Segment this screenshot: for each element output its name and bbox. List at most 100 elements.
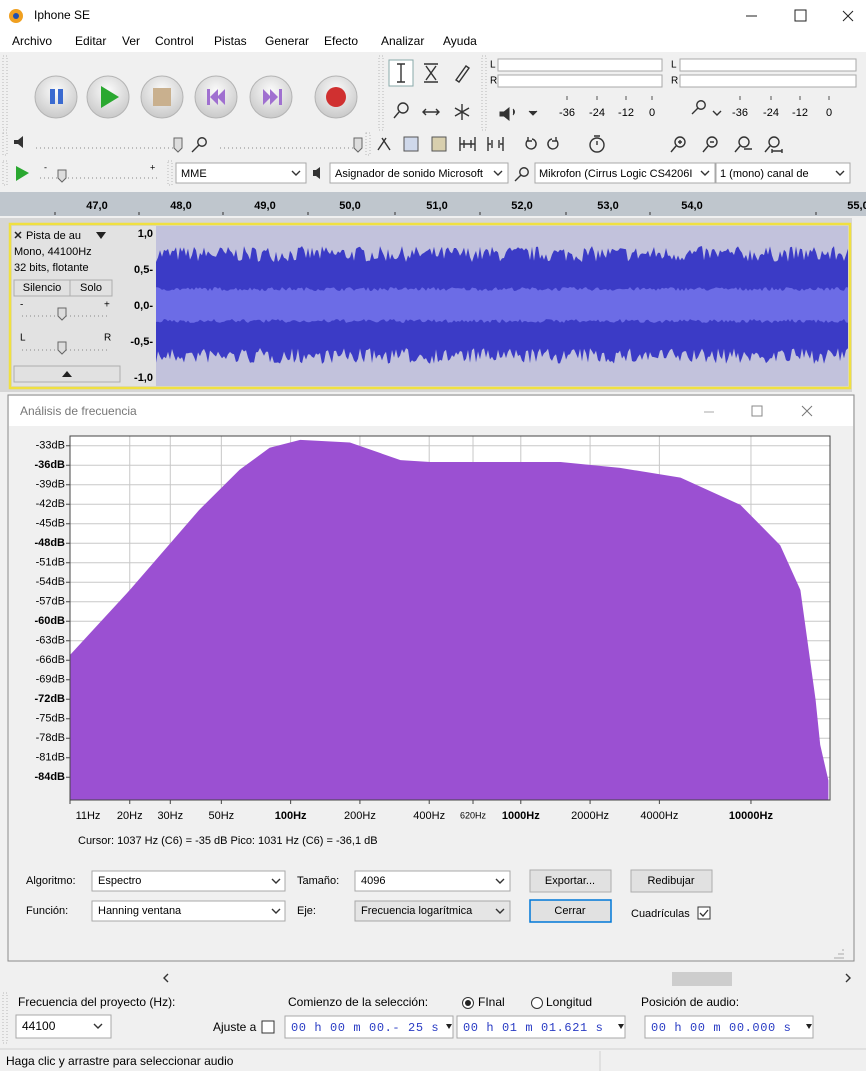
menu-item[interactable]: Ver	[122, 34, 140, 48]
sync-lock-button[interactable]	[589, 137, 605, 153]
record-meter-right[interactable]	[679, 74, 857, 88]
redo-button[interactable]	[547, 137, 559, 150]
end-option[interactable]: FInal	[478, 995, 505, 1009]
fit-project-button[interactable]	[768, 136, 780, 148]
collapse-arrow	[62, 371, 72, 377]
tools-toolbar	[388, 59, 470, 120]
replot-label[interactable]: Redibujar	[647, 875, 694, 887]
slider-thumb[interactable]	[57, 307, 67, 321]
track-control-panel	[12, 226, 122, 386]
slider-thumb[interactable]	[57, 169, 67, 183]
envelope-tool[interactable]	[424, 63, 438, 83]
menu-item[interactable]: Analizar	[381, 34, 424, 48]
silence-button[interactable]	[487, 137, 504, 151]
output-combo[interactable]	[329, 162, 509, 184]
zoom-out-button[interactable]	[706, 136, 718, 148]
track-close-button[interactable]	[14, 231, 22, 239]
menu-item[interactable]: Ayuda	[443, 34, 477, 48]
time-format-arrow[interactable]	[446, 1024, 452, 1029]
function-combo[interactable]	[91, 900, 286, 922]
track-info: 32 bits, flotante	[14, 262, 89, 274]
fit-selection-button[interactable]	[738, 136, 750, 148]
horizontal-scrollbar[interactable]	[0, 969, 866, 989]
slider-thumb[interactable]	[353, 137, 363, 153]
waveform	[156, 246, 848, 364]
axis-combo[interactable]	[354, 900, 511, 922]
undo-button[interactable]	[525, 137, 537, 150]
toolbar-grip	[167, 160, 173, 186]
app-icon-center	[13, 13, 19, 19]
x-tick-label: 30Hz	[157, 810, 183, 822]
channels-combo[interactable]	[715, 162, 851, 184]
copy-button[interactable]	[403, 136, 419, 152]
menu-item[interactable]: Archivo	[12, 34, 52, 48]
dialog-maximize[interactable]	[751, 405, 763, 417]
menu-item[interactable]: Pistas	[214, 34, 247, 48]
track-menu-arrow[interactable]	[96, 232, 106, 239]
scroll-left[interactable]	[163, 973, 169, 983]
length-radio[interactable]	[531, 997, 543, 1009]
grids-checkbox[interactable]	[697, 906, 711, 920]
x-tick-label: 620Hz	[460, 810, 487, 820]
timeshift-tool[interactable]	[422, 108, 440, 116]
cut-button[interactable]	[377, 137, 391, 151]
paste-button[interactable]	[431, 136, 447, 152]
position-label: Posición de audio:	[641, 995, 739, 1009]
close-button[interactable]	[842, 10, 854, 22]
menu-item[interactable]: Generar	[265, 34, 309, 48]
mute-label[interactable]: Silencio	[23, 282, 62, 294]
playback-meter-right[interactable]	[497, 74, 663, 88]
edit-toolbar	[377, 135, 783, 153]
menu-item[interactable]: Efecto	[324, 34, 358, 48]
slider-thumb[interactable]	[173, 137, 183, 153]
scroll-right[interactable]	[845, 973, 851, 983]
timeline-ruler[interactable]	[0, 192, 866, 216]
meter-scale-label: -24	[589, 107, 605, 119]
time-format-arrow[interactable]	[806, 1024, 812, 1029]
grids-label[interactable]: Cuadrículas	[631, 908, 690, 920]
timeline-label: 48,0	[170, 200, 191, 212]
maximize-button[interactable]	[794, 9, 807, 22]
close-label[interactable]: Cerrar	[554, 905, 586, 917]
solo-button[interactable]	[69, 279, 113, 297]
timeline-label: 53,0	[597, 200, 618, 212]
record-meter-icon[interactable]	[691, 100, 722, 116]
playback-meter-left[interactable]	[497, 58, 663, 72]
record-meter-left[interactable]	[679, 58, 857, 72]
menu-item[interactable]: Control	[155, 34, 194, 48]
audio-position[interactable]	[644, 1015, 814, 1039]
dialog-close[interactable]	[801, 405, 813, 417]
multi-tool[interactable]	[454, 104, 470, 120]
playback-meter-icon[interactable]	[499, 106, 538, 122]
input-combo[interactable]	[534, 162, 716, 184]
size-combo[interactable]	[354, 870, 511, 892]
start-time[interactable]	[284, 1015, 454, 1039]
scroll-thumb[interactable]	[672, 972, 732, 986]
project-rate-combo[interactable]	[15, 1014, 112, 1039]
host-combo[interactable]	[175, 162, 307, 184]
input-icon	[514, 167, 529, 182]
snap-checkbox[interactable]	[261, 1020, 275, 1034]
timeline-label: 50,0	[339, 200, 360, 212]
stop-icon	[153, 88, 171, 106]
menu-item[interactable]: Editar	[75, 34, 106, 48]
solo-label[interactable]: Solo	[80, 282, 102, 294]
close-button[interactable]	[529, 899, 612, 923]
export-label[interactable]: Exportar...	[545, 875, 595, 887]
draw-tool[interactable]	[455, 65, 470, 83]
pause-button[interactable]	[34, 75, 78, 119]
trim-button[interactable]	[459, 137, 476, 151]
algorithm-combo[interactable]	[91, 870, 286, 892]
zoom-in-button[interactable]	[674, 136, 686, 148]
replot-button[interactable]	[630, 869, 713, 893]
zoom-tool[interactable]	[397, 102, 409, 114]
slider-thumb[interactable]	[57, 341, 67, 355]
length-option[interactable]: Longitud	[546, 995, 592, 1009]
toolbar-grip	[2, 160, 8, 186]
play-at-speed-button[interactable]	[16, 166, 29, 181]
toolbar-grip	[365, 132, 371, 156]
time-format-arrow[interactable]	[618, 1024, 624, 1029]
end-time[interactable]	[456, 1015, 626, 1039]
export-button[interactable]	[529, 869, 612, 893]
vertical-scrollbar[interactable]	[852, 218, 866, 968]
